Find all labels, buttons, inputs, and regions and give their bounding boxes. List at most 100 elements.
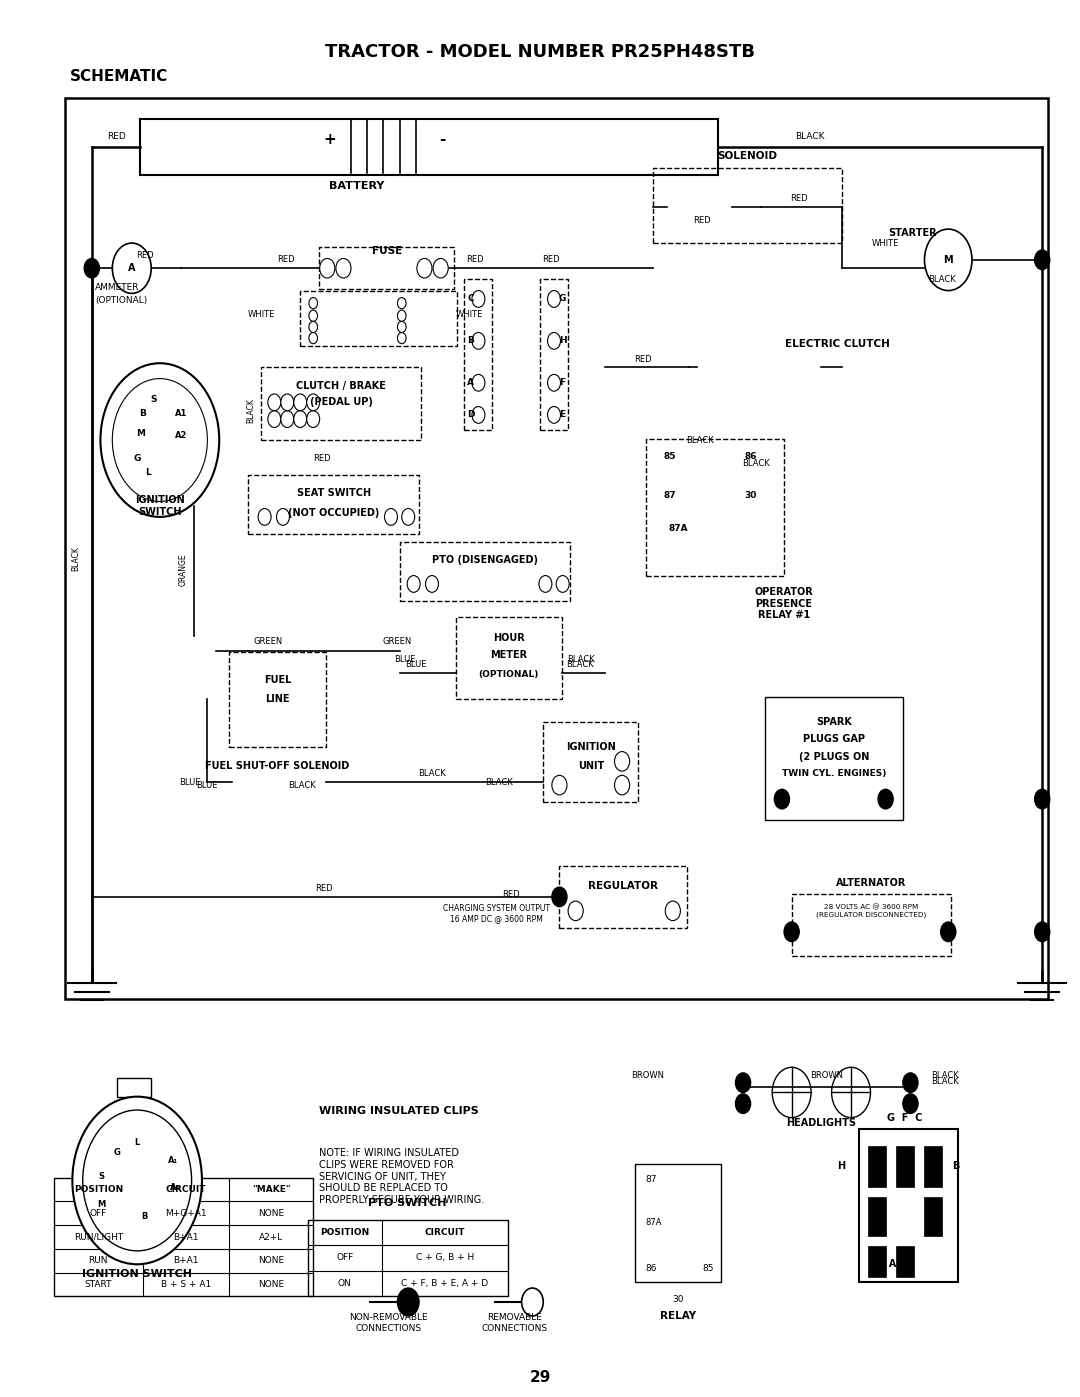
Circle shape [72,1097,202,1264]
Text: BLACK: BLACK [288,781,316,789]
Text: BLACK: BLACK [418,770,446,778]
Text: C + G, B + H: C + G, B + H [416,1253,474,1263]
Circle shape [878,789,893,809]
Text: BLACK: BLACK [795,133,825,141]
Text: ON: ON [338,1280,352,1288]
Bar [229,652,326,747]
Circle shape [112,379,207,502]
Text: (PEDAL UP): (PEDAL UP) [310,397,373,408]
Text: RED: RED [278,256,295,264]
Circle shape [735,1073,751,1092]
Bar [559,866,687,928]
Text: WHITE: WHITE [456,310,484,319]
Circle shape [1035,789,1050,809]
Circle shape [548,407,561,423]
Text: NONE: NONE [258,1280,284,1289]
Text: S: S [150,395,157,404]
Circle shape [615,752,630,771]
Bar [896,1146,914,1187]
Circle shape [397,298,406,309]
Text: POSITION: POSITION [73,1185,123,1194]
Text: +: + [323,133,336,147]
Bar [543,722,638,802]
Text: D: D [468,411,474,419]
Circle shape [397,1288,419,1316]
Bar [859,1129,958,1282]
Circle shape [556,576,569,592]
Text: H: H [837,1161,846,1172]
Text: FUEL: FUEL [264,675,292,686]
Circle shape [258,509,271,525]
Circle shape [548,374,561,391]
Text: TRACTOR - MODEL NUMBER PR25PH48STB: TRACTOR - MODEL NUMBER PR25PH48STB [325,43,755,60]
Text: REMOVABLE
CONNECTIONS: REMOVABLE CONNECTIONS [481,1313,548,1333]
Text: SOLENOID: SOLENOID [717,151,778,162]
Circle shape [307,394,320,411]
Text: (2 PLUGS ON: (2 PLUGS ON [798,752,869,763]
Bar [868,1146,886,1187]
Circle shape [1035,922,1050,942]
Circle shape [552,887,567,907]
Circle shape [397,321,406,332]
Text: 86: 86 [744,453,757,461]
Text: B: B [953,1161,959,1172]
Text: RED: RED [136,251,153,260]
Text: M: M [136,429,145,437]
Text: 85: 85 [663,453,676,461]
Circle shape [903,1094,918,1113]
Text: S: S [98,1172,105,1180]
Text: BLACK: BLACK [742,460,770,468]
Text: STARTER: STARTER [888,228,937,239]
Circle shape [548,291,561,307]
Text: CIRCUIT: CIRCUIT [424,1228,464,1236]
Bar [65,98,1048,999]
Text: B+A1: B+A1 [173,1232,199,1242]
Circle shape [83,1111,191,1250]
Text: RUN: RUN [89,1256,108,1266]
Circle shape [472,332,485,349]
Circle shape [320,258,335,278]
Text: RED: RED [693,217,711,225]
Text: B: B [141,1213,148,1221]
Text: BLUE: BLUE [394,655,416,664]
Text: G  F  C: G F C [888,1112,922,1123]
Bar [765,697,903,820]
Text: OPERATOR
PRESENCE
RELAY #1: OPERATOR PRESENCE RELAY #1 [755,587,813,620]
Text: ALTERNATOR: ALTERNATOR [836,877,907,888]
Circle shape [426,576,438,592]
Text: IGNITION SWITCH: IGNITION SWITCH [82,1268,192,1280]
Text: TWIN CYL. ENGINES): TWIN CYL. ENGINES) [782,770,886,778]
Text: NON-REMOVABLE
CONNECTIONS: NON-REMOVABLE CONNECTIONS [350,1313,428,1333]
Text: BLACK: BLACK [485,778,513,787]
Circle shape [268,411,281,427]
Text: WHITE: WHITE [247,310,275,319]
Text: WHITE: WHITE [872,239,900,247]
Text: RED: RED [313,454,330,462]
Text: METER: METER [490,650,527,661]
Text: SCHEMATIC: SCHEMATIC [70,70,168,84]
Text: CHARGING SYSTEM OUTPUT
16 AMP DC @ 3600 RPM: CHARGING SYSTEM OUTPUT 16 AMP DC @ 3600 … [443,904,551,923]
Circle shape [539,576,552,592]
Text: A₁: A₁ [167,1157,178,1165]
Circle shape [281,394,294,411]
Text: E: E [559,411,566,419]
Text: 28 VOLTS AC @ 3600 RPM
(REGULATOR DISCONNECTED): 28 VOLTS AC @ 3600 RPM (REGULATOR DISCON… [816,904,927,918]
Text: D  A: D A [875,1259,896,1270]
Circle shape [1035,250,1050,270]
Text: RED: RED [315,884,333,893]
Text: BLACK: BLACK [931,1077,959,1085]
Text: 85: 85 [702,1264,714,1273]
Text: L: L [135,1139,139,1147]
Circle shape [552,775,567,795]
Text: BLUE: BLUE [405,661,427,669]
Circle shape [941,922,956,942]
Text: WIRING INSULATED CLIPS: WIRING INSULATED CLIPS [319,1105,478,1116]
Text: 29: 29 [529,1370,551,1384]
Text: BLACK: BLACK [928,275,956,284]
Bar [924,1197,942,1236]
Text: M: M [944,254,953,265]
Text: GREEN: GREEN [253,637,283,645]
Text: BLACK: BLACK [246,398,255,423]
Circle shape [112,243,151,293]
Bar [868,1197,886,1236]
